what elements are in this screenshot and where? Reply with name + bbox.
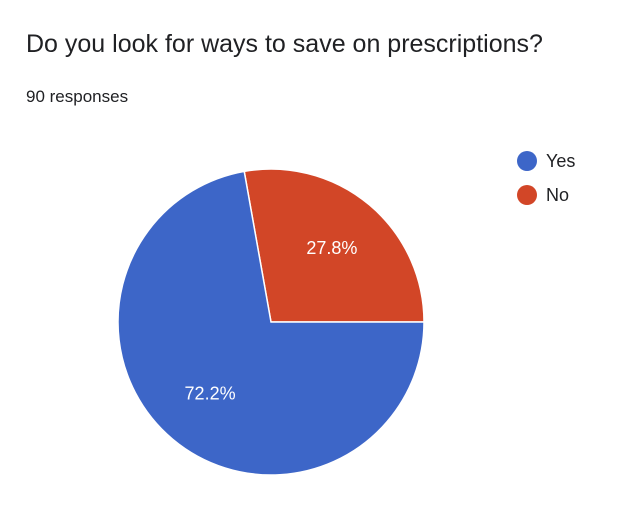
legend-item-no[interactable]: No [517,184,575,206]
data-label-yes: 72.2% [185,383,236,403]
legend-label-no: No [546,184,570,205]
legend-swatch-no [517,185,537,205]
question-title: Do you look for ways to save on prescrip… [26,30,543,58]
legend-item-yes[interactable]: Yes [517,150,575,172]
legend-swatch-yes [517,151,537,171]
chart-legend: Yes No [517,150,575,218]
pie-slice-no[interactable] [243,168,425,323]
data-label-no: 27.8% [306,238,357,258]
pie-slice-yes[interactable] [117,170,425,476]
response-count: 90 responses [26,87,129,106]
legend-label-yes: Yes [546,150,576,171]
